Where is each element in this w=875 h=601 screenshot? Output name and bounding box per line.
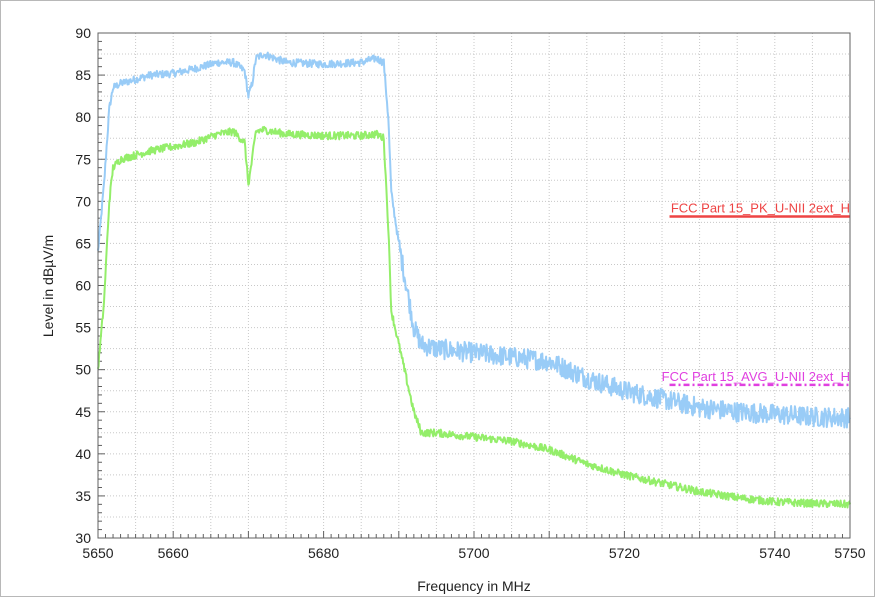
series-line xyxy=(97,51,851,429)
y-tick-label: 45 xyxy=(75,404,91,420)
plot-border xyxy=(97,32,851,539)
y-tick-label: 70 xyxy=(75,193,91,209)
x-tick-label: 5650 xyxy=(82,545,113,561)
y-tick-label: 55 xyxy=(75,320,91,336)
y-tick-label: 30 xyxy=(75,530,91,546)
y-tick-label: 50 xyxy=(75,362,91,378)
series-group xyxy=(97,51,851,509)
x-axis-label: Frequency in MHz xyxy=(417,578,531,594)
y-tick-label: 80 xyxy=(75,109,91,125)
limit-line-label: FCC Part 15_AVG_U-NII 2ext_H xyxy=(662,369,850,384)
y-tick-label: 60 xyxy=(75,278,91,294)
x-tick-label: 5740 xyxy=(759,545,790,561)
x-tick-label: 5660 xyxy=(158,545,189,561)
x-tick-label: 5680 xyxy=(308,545,339,561)
limit-line-label: FCC Part 15_PK_U-NII 2ext_H xyxy=(671,200,850,215)
y-axis-label: Level in dBµV/m xyxy=(40,235,56,337)
y-tick-label: 75 xyxy=(75,151,91,167)
y-tick-label: 65 xyxy=(75,235,91,251)
x-tick-label: 5700 xyxy=(458,545,489,561)
x-tick-label: 5720 xyxy=(609,545,640,561)
limit-lines: FCC Part 15_PK_U-NII 2ext_H FCC Part 15_A… xyxy=(662,200,850,387)
axis-ticks: 30 35 40 45 50 55 60 65 70 75 80 85 90 5650 5660 5680 57… xyxy=(75,25,865,561)
y-tick-label: 90 xyxy=(75,25,91,41)
x-tick-label: 5750 xyxy=(834,545,865,561)
y-tick-label: 85 xyxy=(75,67,91,83)
y-tick-label: 40 xyxy=(75,446,91,462)
y-tick-label: 35 xyxy=(75,488,91,504)
series-line xyxy=(97,125,851,509)
grid xyxy=(98,33,850,538)
